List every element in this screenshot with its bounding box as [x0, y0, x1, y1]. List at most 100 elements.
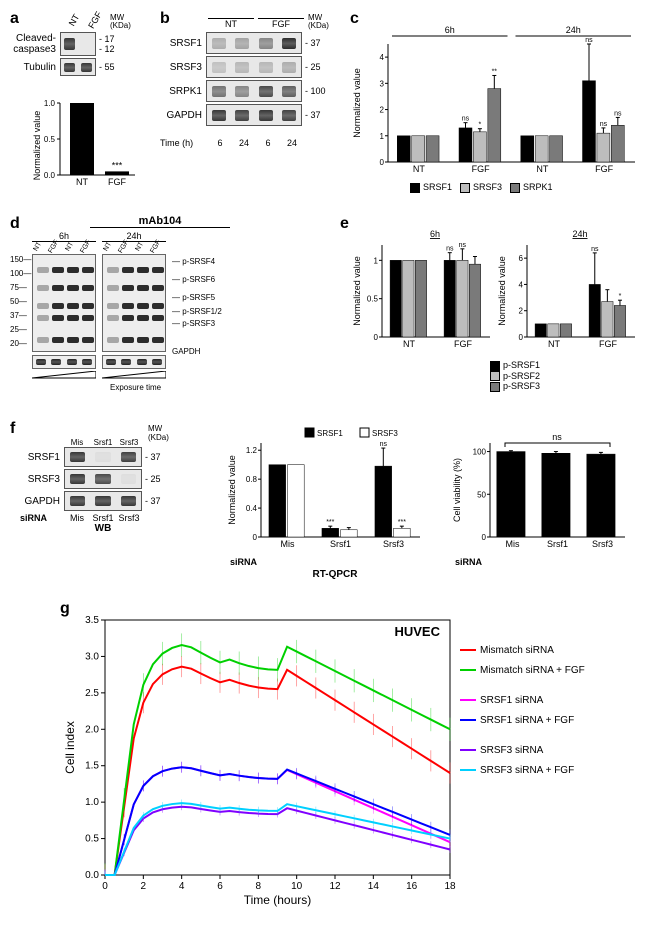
svg-text:4: 4 [380, 53, 385, 62]
blot-box [64, 469, 142, 489]
svg-text:Normalized value: Normalized value [227, 455, 237, 525]
svg-text:6h: 6h [445, 25, 455, 35]
svg-text:NT: NT [76, 177, 88, 187]
blot-box [206, 104, 302, 126]
panel-f-label: f [10, 420, 15, 438]
blot-box [206, 80, 302, 102]
svg-text:1.0: 1.0 [85, 797, 99, 808]
mw-header-b: MW(KDa) [308, 14, 329, 30]
svg-text:12: 12 [329, 881, 341, 892]
svg-text:siRNA: siRNA [230, 557, 258, 567]
svg-text:Srsf3: Srsf3 [383, 539, 404, 549]
svg-text:Cell index: Cell index [63, 721, 77, 774]
svg-text:*: * [479, 122, 482, 129]
panel-f-viability: Cell viability (%)050100MisSrsf1Srsf3nss… [450, 425, 630, 580]
svg-text:*: * [619, 293, 622, 300]
svg-text:0: 0 [102, 881, 108, 892]
panel-a-label: a [10, 10, 19, 28]
svg-text:Srsf1: Srsf1 [330, 539, 351, 549]
blot-box [64, 447, 142, 467]
svg-text:SRSF3 siRNA + FGF: SRSF3 siRNA + FGF [480, 765, 574, 776]
lane-fgf: FGF [86, 10, 104, 31]
svg-text:0: 0 [253, 533, 258, 542]
blot-box [64, 491, 142, 511]
svg-text:***: *** [398, 519, 406, 526]
panel-a-chart: Normalized value0.00.51.0NTFGF*** [30, 98, 140, 193]
svg-text:3.5: 3.5 [85, 615, 99, 626]
blot-label: SRSF1 [160, 38, 206, 49]
svg-text:1: 1 [374, 256, 379, 265]
panel-e-chart-24h: Normalized value0246NTns*FGF24h [495, 225, 640, 355]
blot-label: SRPK1 [160, 86, 206, 97]
blot-box [60, 32, 96, 56]
svg-text:FGF: FGF [108, 177, 126, 187]
svg-text:ns: ns [591, 246, 599, 253]
svg-text:SRSF1 siRNA: SRSF1 siRNA [480, 695, 544, 706]
svg-text:2: 2 [519, 307, 524, 316]
panel-e-legend: p-SRSF1p-SRSF2p-SRSF3 [490, 360, 548, 392]
blot-box [60, 58, 96, 76]
svg-text:Cell viability (%): Cell viability (%) [452, 458, 462, 522]
svg-text:6: 6 [519, 254, 524, 263]
svg-text:1.5: 1.5 [85, 761, 99, 772]
svg-text:0.5: 0.5 [367, 295, 379, 304]
svg-text:1.0: 1.0 [44, 99, 56, 108]
svg-text:0: 0 [380, 158, 385, 167]
svg-text:2.5: 2.5 [85, 688, 99, 699]
svg-text:2: 2 [380, 106, 385, 115]
svg-text:1: 1 [380, 132, 385, 141]
svg-text:Srsf1: Srsf1 [547, 539, 568, 549]
svg-text:ns: ns [459, 242, 467, 249]
blot-box [206, 32, 302, 54]
svg-text:18: 18 [444, 881, 456, 892]
blot-box [206, 56, 302, 78]
svg-text:Mismatch siRNA: Mismatch siRNA [480, 645, 554, 656]
svg-text:Normalized value: Normalized value [352, 68, 362, 138]
svg-text:***: *** [326, 519, 334, 526]
panel-c: c Normalized value01234NTns***FGFNTnsnsn… [350, 10, 640, 200]
svg-text:ns: ns [552, 432, 562, 442]
svg-text:Mismatch siRNA + FGF: Mismatch siRNA + FGF [480, 665, 585, 676]
blot-label: GAPDH [160, 110, 206, 121]
svg-text:16: 16 [406, 881, 418, 892]
blot-label: SRSF3 [20, 474, 64, 485]
svg-text:Normalized value: Normalized value [352, 256, 362, 326]
svg-text:3: 3 [380, 79, 385, 88]
svg-text:10: 10 [291, 881, 303, 892]
svg-text:NT: NT [548, 339, 560, 349]
svg-text:SRSF1: SRSF1 [317, 429, 343, 438]
svg-text:0.0: 0.0 [85, 870, 99, 881]
svg-text:100: 100 [473, 448, 487, 457]
svg-text:24h: 24h [566, 25, 581, 35]
svg-text:FGF: FGF [595, 164, 613, 174]
panel-e-chart-6h: Normalized value00.51NTnsnsFGF6h [350, 225, 495, 355]
svg-text:Mis: Mis [281, 539, 295, 549]
svg-text:0.5: 0.5 [44, 135, 56, 144]
blot-label: SRSF1 [20, 452, 64, 463]
svg-text:HUVEC: HUVEC [394, 624, 440, 639]
svg-text:FGF: FGF [599, 339, 617, 349]
svg-text:8: 8 [256, 881, 262, 892]
svg-text:14: 14 [368, 881, 380, 892]
svg-text:ns: ns [446, 246, 454, 253]
lane-nt: NT [67, 12, 82, 27]
panel-d-title: mAb104 [90, 215, 230, 228]
svg-text:siRNA: siRNA [455, 557, 483, 567]
svg-text:3.0: 3.0 [85, 651, 99, 662]
panel-f: f MW(KDa)MisSrsf1Srsf3SRSF1- 37SRSF3- 25… [10, 420, 640, 590]
blot-label: GAPDH [20, 496, 64, 507]
svg-text:0: 0 [374, 333, 379, 342]
svg-text:ns: ns [462, 116, 470, 123]
svg-text:Normalized value: Normalized value [32, 111, 42, 181]
svg-text:ns: ns [585, 37, 593, 44]
svg-text:Normalized value: Normalized value [497, 256, 507, 326]
cond-nt: NT [208, 18, 254, 29]
svg-text:***: *** [112, 160, 123, 170]
blot-label: Tubulin [10, 62, 60, 73]
svg-text:0.4: 0.4 [246, 504, 258, 513]
panel-e-label: e [340, 215, 349, 233]
svg-text:FGF: FGF [472, 164, 490, 174]
svg-text:NT: NT [536, 164, 548, 174]
svg-text:NT: NT [403, 339, 415, 349]
svg-text:50: 50 [477, 490, 486, 499]
